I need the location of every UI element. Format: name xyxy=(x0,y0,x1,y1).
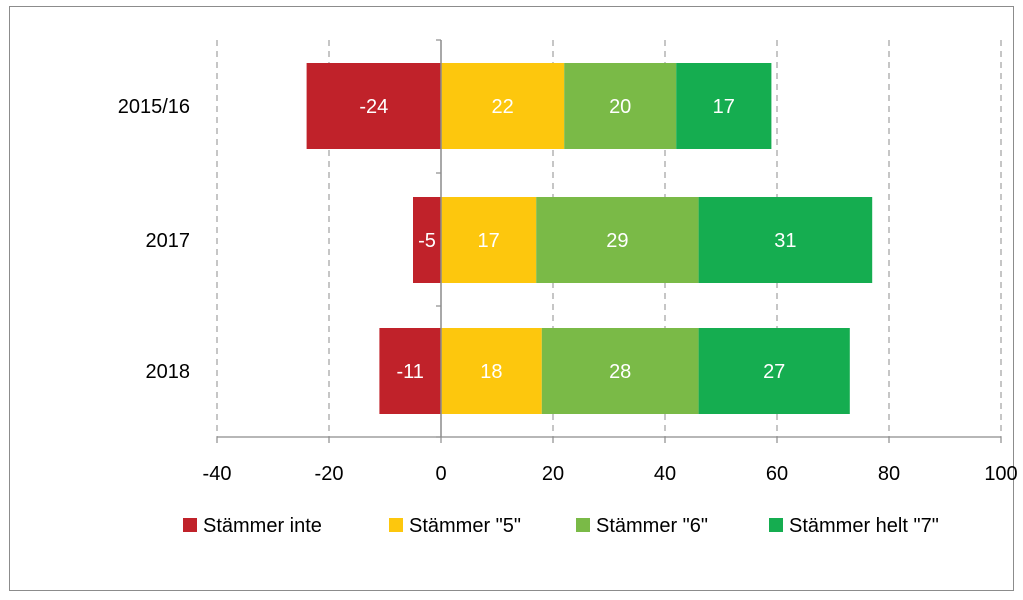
data-label: 22 xyxy=(491,96,513,118)
bar-segment xyxy=(441,328,542,414)
axes xyxy=(216,39,1002,443)
x-tick-label: 0 xyxy=(435,463,446,485)
bar-segment xyxy=(541,328,699,414)
bar-segment xyxy=(306,63,441,149)
bar-segment xyxy=(698,197,873,283)
category-label: 2017 xyxy=(146,230,191,252)
legend-label: Stämmer "5" xyxy=(409,515,521,537)
data-label: 27 xyxy=(763,361,785,383)
data-label: -11 xyxy=(396,361,423,383)
data-label: 18 xyxy=(480,361,502,383)
legend-swatch xyxy=(769,518,783,532)
bar-segment xyxy=(564,63,677,149)
x-tick-label: 60 xyxy=(766,463,788,485)
legend-swatch xyxy=(183,518,197,532)
x-tick-label: 40 xyxy=(654,463,676,485)
legend: Stämmer inte Stämmer "5" Stämmer "6" Stämme… xyxy=(183,515,939,537)
bar-segment xyxy=(676,63,772,149)
x-tick-labels: -40 -20 0 20 40 60 80 100 xyxy=(203,463,1018,485)
data-label: 29 xyxy=(606,230,628,252)
bar-segment xyxy=(698,328,850,414)
data-label: 31 xyxy=(774,230,796,252)
data-label: -5 xyxy=(418,230,436,252)
data-label: 28 xyxy=(609,361,631,383)
category-label: 2018 xyxy=(146,361,191,383)
bar-segment xyxy=(413,197,441,283)
legend-label: Stämmer "6" xyxy=(596,515,708,537)
data-label: -24 xyxy=(359,96,388,118)
x-tick-label: -20 xyxy=(315,463,344,485)
legend-label: Stämmer helt "7" xyxy=(789,515,939,537)
bar-segment xyxy=(379,328,441,414)
x-tick-label: 80 xyxy=(878,463,900,485)
x-tick-label: 20 xyxy=(542,463,564,485)
bars: -24 22 20 17 -5 17 29 31 -11 18 28 27 xyxy=(306,63,873,414)
category-labels: 2015/16 2017 2018 xyxy=(118,96,190,383)
bar-segment xyxy=(536,197,699,283)
data-label: 17 xyxy=(477,230,499,252)
data-label: 17 xyxy=(713,96,735,118)
category-label: 2015/16 xyxy=(118,96,190,118)
x-tick-label: 100 xyxy=(984,463,1017,485)
legend-swatch xyxy=(576,518,590,532)
data-label: 20 xyxy=(609,96,631,118)
legend-swatch xyxy=(389,518,403,532)
legend-label: Stämmer inte xyxy=(203,515,322,537)
bar-segment xyxy=(441,197,537,283)
bar-segment xyxy=(441,63,565,149)
x-tick-label: -40 xyxy=(203,463,232,485)
